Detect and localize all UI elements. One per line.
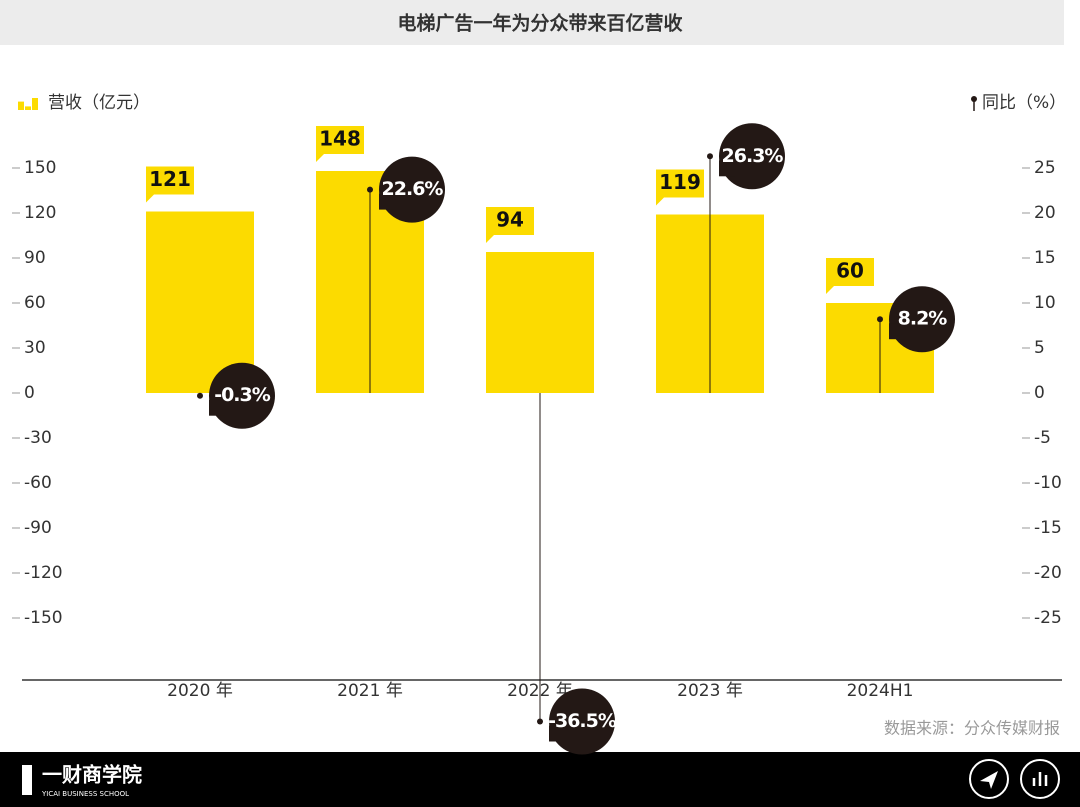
- x-tick-label: 2023 年: [677, 681, 743, 701]
- value-bubble-tail: [379, 193, 395, 210]
- y-tick-label: -60: [24, 473, 52, 493]
- value-label: 26.3%: [722, 145, 784, 167]
- value-bubble-tail: [549, 725, 565, 742]
- y2-tick-label: -10: [1034, 473, 1062, 493]
- value-bubble-tail: [209, 399, 225, 416]
- x-tick-label: 2020 年: [167, 681, 233, 701]
- legend-swatch: [32, 98, 38, 110]
- y2-tick-label: 20: [1034, 203, 1056, 223]
- y2-tick-label: 25: [1034, 158, 1056, 178]
- chart-title: 电梯广告一年为分众带来百亿营收: [397, 12, 682, 35]
- value-label-tag: [826, 258, 874, 294]
- legend-swatch: [18, 101, 24, 110]
- y-tick-label: 0: [24, 383, 35, 403]
- title-bar: [0, 0, 1064, 45]
- chart-button[interactable]: [1020, 759, 1060, 799]
- y-tick-label: 150: [24, 158, 56, 178]
- value-label-tag: [316, 126, 364, 162]
- y-tick-label: 90: [24, 248, 46, 268]
- share-button[interactable]: [969, 759, 1009, 799]
- y2-tick-label: 0: [1034, 383, 1045, 403]
- y2-tick-label: 15: [1034, 248, 1056, 268]
- value-bubble: [889, 286, 955, 353]
- x-tick-label: 2021 年: [337, 681, 403, 701]
- y-tick-label: 30: [24, 338, 46, 358]
- value-bubble-tail: [719, 160, 735, 177]
- value-label: 148: [319, 127, 361, 151]
- chart-icon: [1032, 772, 1048, 786]
- lollipop-dot: [707, 153, 713, 160]
- y-tick-label: 60: [24, 293, 46, 313]
- y-tick-label: -120: [24, 563, 63, 583]
- value-label: 119: [659, 170, 701, 194]
- value-label: 94: [496, 208, 524, 232]
- value-bubble: [379, 156, 445, 223]
- logo-mark: [22, 765, 32, 795]
- brand: 一财商学院: [42, 763, 142, 787]
- value-bubble: [719, 123, 785, 190]
- lollipop-dot: [877, 316, 883, 323]
- value-bubble: [549, 688, 615, 755]
- value-label: 8.2%: [898, 308, 948, 330]
- value-label: -0.3%: [214, 384, 271, 406]
- lollipop-dot: [367, 186, 373, 193]
- y2-tick-label: -20: [1034, 563, 1062, 583]
- legend-label: 同比（%）: [982, 93, 1066, 113]
- source: 数据来源：分众传媒财报: [884, 719, 1060, 738]
- y2-tick-label: 10: [1034, 293, 1056, 313]
- y2-tick-label: 5: [1034, 338, 1045, 358]
- bar: [486, 252, 594, 393]
- y2-tick-label: -15: [1034, 518, 1062, 538]
- footer-bar: [0, 752, 1080, 807]
- x-tick-label: 2024H1: [847, 681, 914, 701]
- y2-tick-label: -25: [1034, 608, 1062, 628]
- value-label-tag: [486, 207, 534, 243]
- y2-tick-label: -5: [1034, 428, 1051, 448]
- value-bubble: [209, 362, 275, 429]
- bar: [146, 211, 254, 393]
- value-label: -36.5%: [548, 710, 617, 732]
- lollipop-dot: [197, 392, 203, 399]
- lollipop-dot: [537, 718, 543, 725]
- legend-swatch: [25, 106, 31, 110]
- value-label: 121: [149, 167, 191, 191]
- y-tick-label: -150: [24, 608, 63, 628]
- value-label-tag: [656, 169, 704, 206]
- value-label: 60: [836, 259, 864, 283]
- y-tick-label: -90: [24, 518, 52, 538]
- share-icon: [980, 771, 998, 789]
- value-label: 22.6%: [382, 178, 444, 200]
- y-tick-label: 120: [24, 203, 56, 223]
- brand-en: YICAI BUSINESS SCHOOL: [41, 790, 129, 798]
- value-bubble-tail: [889, 323, 905, 340]
- legend-label: 营收（亿元）: [48, 93, 150, 113]
- legend-swatch: [971, 96, 977, 102]
- y-tick-label: -30: [24, 428, 52, 448]
- value-label-tag: [146, 166, 194, 203]
